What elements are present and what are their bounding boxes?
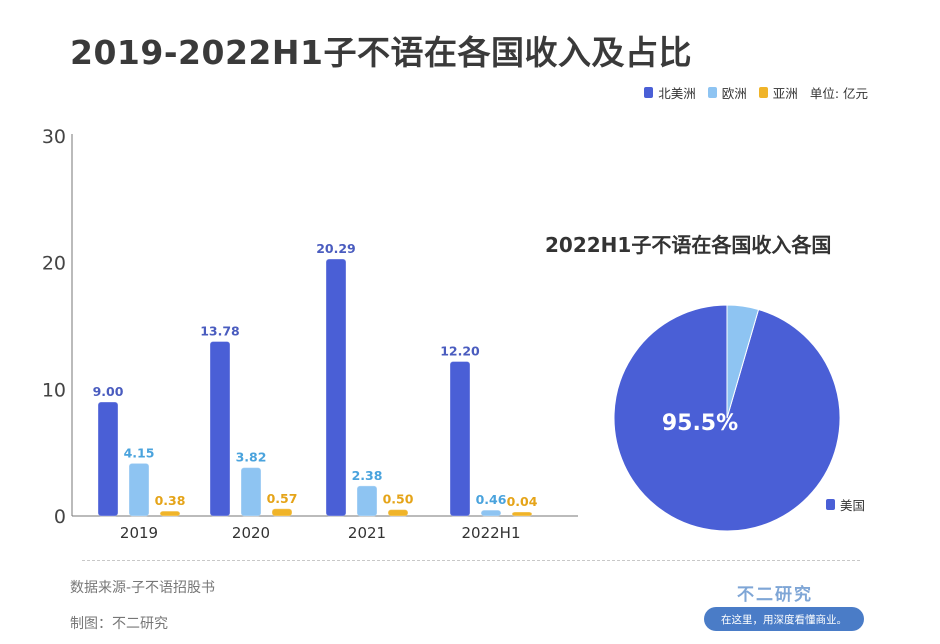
unit-label: 单位: 亿元 [809,86,868,101]
pie-legend-label: 美国 [840,498,866,513]
bar-value-label: 12.20 [440,343,480,358]
bar [128,462,150,517]
bar [97,401,119,517]
y-tick-label: 30 [42,126,66,148]
bar-value-label: 0.46 [476,492,507,507]
y-tick-label: 0 [54,506,66,528]
bar [325,258,347,517]
bar [271,508,293,517]
x-tick-label: 2020 [232,524,270,542]
x-tick-label: 2022H1 [462,524,521,542]
bar [480,509,502,517]
legend-label-asia: 亚洲 [772,86,798,101]
bar [209,340,231,517]
legend-label-north-america: 北美洲 [658,86,696,101]
bar-value-label: 0.50 [383,492,414,507]
bar-value-label: 2.38 [352,468,383,483]
legend-swatch-europe [707,87,717,98]
bar-legend: 北美洲 欧洲 亚洲 单位: 亿元 [644,83,868,102]
brand-tagline: 在这里，用深度看懂商业。 [704,607,864,631]
y-tick-label: 20 [42,253,66,275]
legend-item-europe: 欧洲 [707,83,747,102]
x-tick-label: 2021 [348,524,386,542]
bar-value-label: 0.04 [507,494,538,509]
pie-title: 2022H1子不语在各国收入各国 [545,233,832,257]
legend-label-europe: 欧洲 [721,86,747,101]
bar-value-label: 0.57 [267,491,298,506]
bar-value-label: 4.15 [124,445,155,460]
pie-slice-label: 95.5% [662,411,738,436]
bar-value-label: 0.38 [155,493,186,508]
y-tick-label: 10 [42,379,66,401]
pie-legend-swatch [826,499,835,510]
bar-value-label: 13.78 [200,323,240,338]
bar [511,511,533,517]
data-source: 数据来源-子不语招股书 [70,580,216,596]
bar [387,509,409,517]
bar [240,467,262,517]
x-tick-label: 2019 [120,524,158,542]
legend-item-north-america: 北美洲 [644,83,696,102]
bar [449,360,471,517]
bar [356,485,378,517]
chart-maker: 制图：不二研究 [70,616,168,632]
legend-swatch-asia [758,87,768,98]
legend-item-asia: 亚洲 [758,83,798,102]
pie-slice [726,304,760,419]
chart-title: 2019-2022H1子不语在各国收入及占比 [70,33,692,72]
bar [159,510,181,517]
bar-value-label: 3.82 [236,450,267,465]
legend-swatch-north-america [644,87,654,98]
brand-name: 不二研究 [737,585,813,605]
bar-value-label: 9.00 [93,384,124,399]
bar-value-label: 20.29 [316,241,356,256]
footer-divider [82,560,860,561]
pie-legend: 美国 [826,495,865,514]
